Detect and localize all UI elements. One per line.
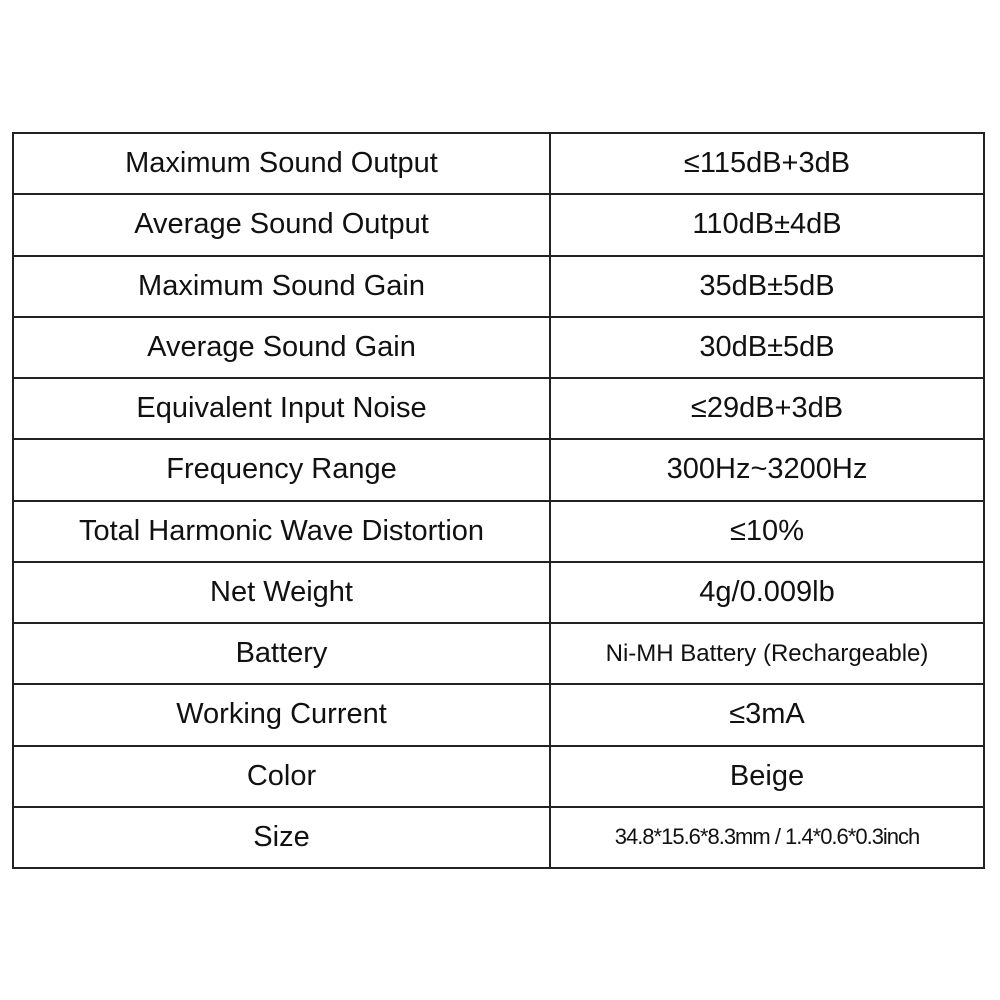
spec-row: Net Weight 4g/0.009lb xyxy=(12,560,985,625)
spec-value: ≤115dB+3dB xyxy=(549,131,985,196)
spec-row: Color Beige xyxy=(12,744,985,808)
spec-label: Maximum Sound Output xyxy=(12,131,551,196)
spec-value: Ni-MH Battery (Rechargeable) xyxy=(549,621,985,686)
spec-label: Maximum Sound Gain xyxy=(12,254,551,318)
spec-value: 300Hz~3200Hz xyxy=(549,438,985,502)
spec-label: Total Harmonic Wave Distortion xyxy=(12,499,551,563)
spec-row: Frequency Range 300Hz~3200Hz xyxy=(12,438,985,502)
spec-label: Color xyxy=(12,744,551,808)
spec-label: Equivalent Input Noise xyxy=(12,376,551,441)
spec-row: Battery Ni-MH Battery (Rechargeable) xyxy=(12,621,985,686)
spec-label: Net Weight xyxy=(12,560,551,625)
spec-row: Maximum Sound Output ≤115dB+3dB xyxy=(12,131,985,196)
spec-label: Size xyxy=(12,805,551,870)
spec-value: 4g/0.009lb xyxy=(549,560,985,625)
spec-table: Maximum Sound Output ≤115dB+3dB Average So… xyxy=(12,131,985,870)
spec-label: Average Sound Gain xyxy=(12,315,551,380)
spec-label: Average Sound Output xyxy=(12,193,551,257)
spec-row: Total Harmonic Wave Distortion ≤10% xyxy=(12,499,985,563)
spec-value: 34.8*15.6*8.3mm / 1.4*0.6*0.3inch xyxy=(549,805,985,870)
spec-label: Working Current xyxy=(12,683,551,747)
spec-value: Beige xyxy=(549,744,985,808)
spec-row: Average Sound Output 110dB±4dB xyxy=(12,193,985,257)
spec-row: Equivalent Input Noise ≤29dB+3dB xyxy=(12,376,985,441)
spec-label: Battery xyxy=(12,621,551,686)
spec-value: ≤3mA xyxy=(549,683,985,747)
spec-row: Average Sound Gain 30dB±5dB xyxy=(12,315,985,380)
spec-value: ≤29dB+3dB xyxy=(549,376,985,441)
spec-row: Size 34.8*15.6*8.3mm / 1.4*0.6*0.3inch xyxy=(12,805,985,870)
spec-label: Frequency Range xyxy=(12,438,551,502)
spec-row: Working Current ≤3mA xyxy=(12,683,985,747)
spec-value: 30dB±5dB xyxy=(549,315,985,380)
spec-value: 110dB±4dB xyxy=(549,193,985,257)
spec-value: ≤10% xyxy=(549,499,985,563)
spec-row: Maximum Sound Gain 35dB±5dB xyxy=(12,254,985,318)
spec-value: 35dB±5dB xyxy=(549,254,985,318)
